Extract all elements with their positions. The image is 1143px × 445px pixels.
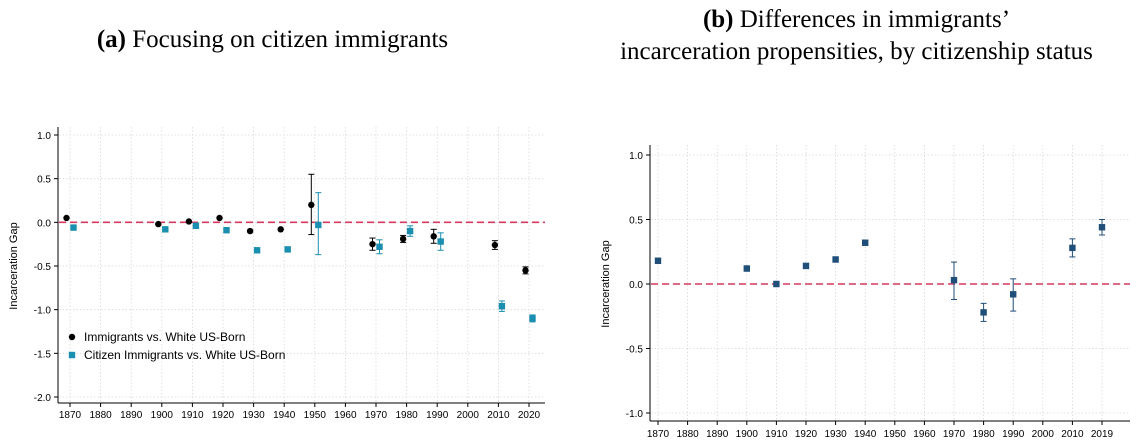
legend-marker-immigrants — [68, 333, 76, 341]
x-tick-label: 1960 — [334, 410, 357, 421]
y-tick-label: -1.0 — [34, 306, 52, 317]
data-point-square — [1098, 224, 1106, 231]
data-point-square — [284, 246, 291, 253]
legend-label-immigrants: Immigrants vs. White US-Born — [84, 330, 245, 344]
y-axis-label: Incarceration Gap — [8, 222, 20, 309]
x-tick-label: 2000 — [1032, 429, 1055, 440]
x-tick-label: 1970 — [365, 410, 388, 421]
x-tick-label: 2020 — [518, 410, 541, 421]
data-point-square — [253, 247, 261, 254]
data-point-circle — [216, 214, 223, 222]
data-point-circle — [399, 235, 407, 243]
data-point-square — [437, 238, 444, 245]
panel-a-label: (a) — [96, 26, 126, 53]
y-tick-label: 0.0 — [37, 218, 51, 229]
y-tick-label: -0.5 — [34, 262, 52, 273]
data-point-circle — [277, 226, 284, 233]
x-tick-label: 1910 — [181, 410, 204, 421]
panel-b-title-line2: incarceration propensities, by citizensh… — [620, 38, 1093, 65]
x-tick-label: 2010 — [487, 410, 510, 421]
x-tick-label: 1980 — [972, 429, 995, 440]
x-tick-label: 1940 — [273, 410, 296, 421]
x-tick-label: 1930 — [824, 429, 847, 440]
panel-b-label: (b) — [702, 6, 734, 33]
x-tick-label: 1870 — [647, 429, 670, 440]
data-point-square — [406, 227, 414, 235]
data-point-square — [832, 256, 839, 263]
x-tick-label: 1900 — [736, 429, 759, 440]
data-point-circle — [369, 240, 376, 248]
x-tick-label: 1990 — [1002, 429, 1025, 440]
data-point-square — [773, 280, 780, 288]
y-tick-label: 1.0 — [629, 151, 643, 162]
x-tick-label: 1900 — [151, 410, 174, 421]
y-tick-label: -1.0 — [626, 409, 644, 420]
x-tick-label: 1870 — [59, 410, 82, 421]
data-point-square — [802, 262, 810, 270]
panel-a-title-text: Focusing on citizen immigrants — [132, 26, 449, 53]
chart-a: -2.0 -1.5 -1.0 -0.5 0.0 0.5 1.0 1870 1880 1890 190… — [8, 127, 545, 421]
y-tick-label: 1.0 — [37, 131, 51, 142]
data-point-circle — [155, 220, 162, 228]
data-point-square — [70, 224, 77, 231]
x-tick-label: 1930 — [242, 410, 265, 421]
x-tick-label: 1970 — [943, 429, 966, 440]
data-point-square — [950, 276, 958, 284]
panel-a-title: (a) Focusing on citizen immigrants — [0, 24, 545, 56]
x-tick-label: 2019 — [1091, 429, 1114, 440]
x-tick-label: 1880 — [676, 429, 699, 440]
y-tick-label: 0.0 — [629, 280, 643, 291]
x-tick-label: 1880 — [89, 410, 112, 421]
data-point-square — [376, 243, 383, 250]
x-tick-label: 1920 — [212, 410, 235, 421]
x-tick-label: 1890 — [120, 410, 143, 421]
y-tick-label: 0.5 — [629, 216, 643, 227]
data-point-circle — [246, 227, 254, 235]
y-tick-label: -1.5 — [34, 349, 52, 360]
x-tick-label: 1940 — [854, 429, 877, 440]
data-point-circle — [308, 201, 315, 209]
data-point-square — [529, 315, 536, 322]
y-tick-label: -0.5 — [626, 345, 644, 356]
x-tick-label: 1890 — [706, 429, 729, 440]
data-point-circle — [430, 233, 437, 240]
y-tick-label: 0.5 — [37, 175, 51, 186]
data-point-circle — [522, 267, 529, 274]
legend-label-citizen-immigrants: Citizen Immigrants vs. White US-Born — [84, 348, 285, 362]
data-point-square — [223, 226, 230, 234]
x-tick-label: 2010 — [1061, 429, 1084, 440]
data-point-square — [654, 257, 662, 264]
data-point-square — [1069, 244, 1076, 252]
data-point-square — [498, 302, 506, 310]
x-tick-label: 1920 — [795, 429, 818, 440]
y-axis-label: Incarceration Gap — [600, 240, 612, 327]
data-point-square — [862, 239, 869, 246]
data-point-square — [1010, 291, 1017, 298]
data-point-square — [192, 222, 200, 230]
data-point-circle — [491, 241, 499, 249]
data-point-circle — [63, 214, 70, 222]
x-tick-label: 1960 — [913, 429, 936, 440]
data-point-circle — [185, 218, 193, 225]
x-tick-label: 1980 — [395, 410, 418, 421]
y-tick-label: -2.0 — [34, 393, 52, 404]
panel-b-title-line1: Differences in immigrants’ — [739, 6, 1011, 33]
legend-marker-citizen-immigrants — [68, 351, 76, 359]
data-point-square — [743, 265, 750, 272]
data-point-square — [980, 309, 987, 316]
data-point-square — [162, 226, 169, 233]
x-tick-label: 1950 — [884, 429, 907, 440]
x-tick-label: 1950 — [304, 410, 327, 421]
data-point-square — [315, 221, 322, 229]
x-tick-label: 2000 — [457, 410, 480, 421]
x-tick-label: 1990 — [426, 410, 449, 421]
panel-b-title: (b) Differences in immigrants’ incarcerat… — [570, 4, 1143, 68]
x-tick-label: 1910 — [765, 429, 788, 440]
